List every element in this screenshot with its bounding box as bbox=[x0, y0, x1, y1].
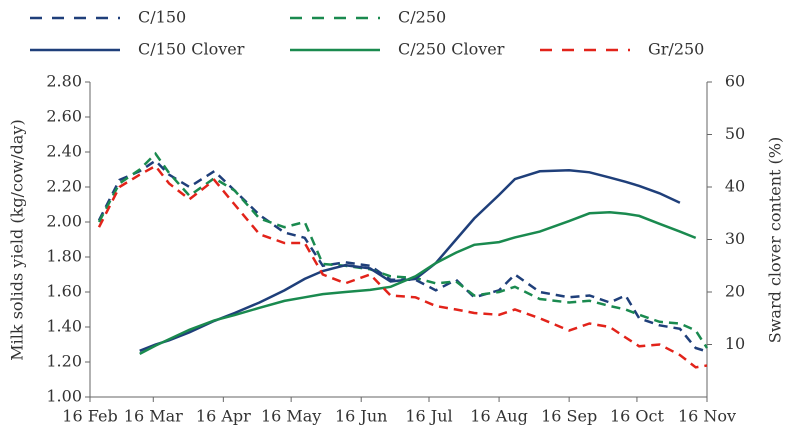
legend-label: C/150 Clover bbox=[138, 40, 245, 59]
y-axis-label: Milk solids yield (kg/cow/day) bbox=[8, 119, 27, 360]
y-tick-label: 2.00 bbox=[46, 212, 82, 231]
legend-label: C/150 bbox=[138, 8, 186, 27]
y-tick-label: 2.40 bbox=[46, 142, 82, 161]
series-line bbox=[97, 164, 708, 369]
series-line bbox=[97, 159, 708, 353]
y-tick-label: 2.80 bbox=[46, 72, 82, 91]
x-tick-label: 16 Sep bbox=[541, 407, 597, 426]
x-tick-label: 16 Mar bbox=[124, 407, 183, 426]
y2-tick-label: 40 bbox=[725, 177, 745, 196]
y-tick-label: 1.00 bbox=[46, 387, 82, 406]
y2-tick-label: 50 bbox=[725, 124, 745, 143]
y-tick-label: 1.60 bbox=[46, 282, 82, 301]
x-tick-label: 16 Jul bbox=[405, 407, 452, 426]
legend-label: Gr/250 bbox=[648, 40, 704, 59]
series-line bbox=[139, 168, 681, 352]
y2-axis-label: Sward clover content (%) bbox=[766, 137, 785, 343]
x-tick-label: 16 Oct bbox=[610, 407, 665, 426]
y2-tick-label: 10 bbox=[725, 334, 745, 353]
y2-tick-label: 60 bbox=[725, 72, 745, 91]
series-line bbox=[97, 151, 709, 349]
y-tick-label: 1.20 bbox=[46, 352, 82, 371]
y-tick-label: 2.60 bbox=[46, 107, 82, 126]
legend-label: C/250 bbox=[398, 8, 446, 27]
series-line bbox=[139, 210, 697, 356]
y2-tick-label: 20 bbox=[725, 282, 745, 301]
x-tick-label: 16 Jun bbox=[335, 407, 387, 426]
y-tick-label: 1.40 bbox=[46, 317, 82, 336]
x-tick-label: 16 Apr bbox=[196, 407, 251, 426]
x-tick-label: 16 Feb bbox=[62, 407, 117, 426]
y-tick-label: 2.20 bbox=[46, 177, 82, 196]
y-tick-label: 1.80 bbox=[46, 247, 82, 266]
x-tick-label: 16 May bbox=[261, 407, 321, 426]
x-tick-label: 16 Aug bbox=[470, 407, 528, 426]
legend-label: C/250 Clover bbox=[398, 40, 505, 59]
x-tick-label: 16 Nov bbox=[678, 407, 736, 426]
y2-tick-label: 30 bbox=[725, 229, 745, 248]
